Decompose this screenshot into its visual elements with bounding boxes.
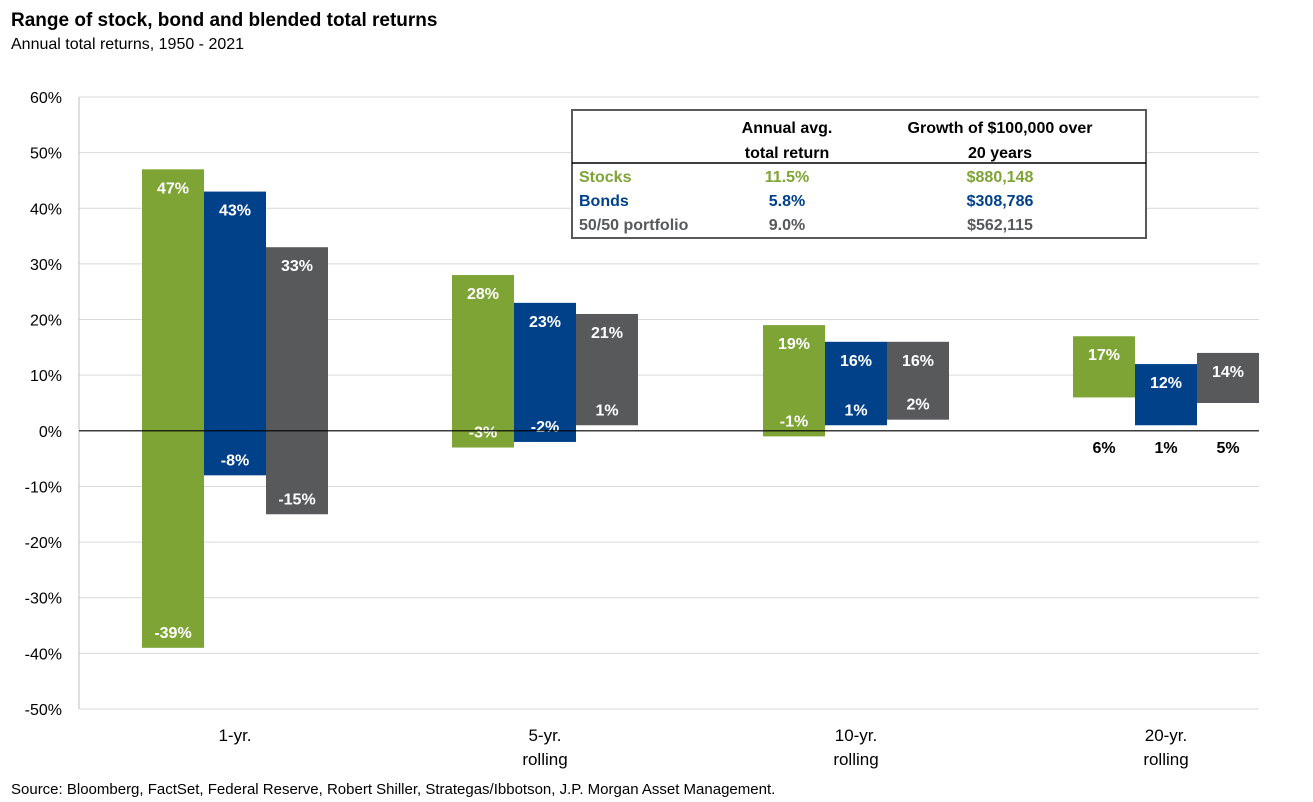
range-bar — [142, 169, 204, 648]
category-label: rolling — [1143, 750, 1188, 769]
bar-high-label: 17% — [1088, 347, 1120, 364]
bar-high-label: 21% — [591, 325, 623, 342]
table-cell-growth: $562,115 — [967, 217, 1033, 234]
y-tick-label: -30% — [25, 591, 62, 608]
range-bar — [1135, 364, 1197, 426]
category-label: 5-yr. — [528, 726, 561, 745]
summary-table-box — [571, 109, 1147, 239]
table-row-label: Bonds — [579, 193, 629, 210]
table-cell-growth: $880,148 — [967, 169, 1034, 186]
y-tick-label: 30% — [30, 257, 62, 274]
range-bar — [266, 247, 328, 515]
bar-high-label: 19% — [778, 336, 810, 353]
bar-low-label: 5% — [1216, 440, 1239, 457]
table-header: Growth of $100,000 over — [908, 120, 1093, 137]
range-bar — [514, 302, 576, 442]
range-bar — [887, 341, 949, 420]
range-bar — [452, 275, 514, 448]
category-label: 10-yr. — [835, 726, 878, 745]
range-bar — [763, 325, 825, 437]
category-label: rolling — [833, 750, 878, 769]
range-bar — [204, 191, 266, 476]
y-tick-label: -10% — [25, 479, 62, 496]
y-tick-label: 40% — [30, 201, 62, 218]
bar-low-label: 1% — [1154, 440, 1177, 457]
chart-subtitle: Annual total returns, 1950 - 2021 — [11, 36, 245, 53]
y-tick-label: -50% — [25, 702, 62, 719]
category-label: rolling — [522, 750, 567, 769]
bar-low-label: -3% — [469, 425, 497, 442]
bar-low-label: -2% — [531, 419, 559, 436]
bar-high-label: 14% — [1212, 364, 1244, 381]
bar-low-label: -39% — [154, 625, 191, 642]
table-row-label: 50/50 portfolio — [579, 217, 689, 234]
category-label: 1-yr. — [218, 726, 251, 745]
table-header: total return — [745, 145, 829, 162]
bar-high-label: 16% — [902, 353, 934, 370]
y-tick-label: 10% — [30, 368, 62, 385]
bar-high-label: 16% — [840, 353, 872, 370]
bar-low-label: -8% — [221, 452, 249, 469]
table-cell-avg: 11.5% — [765, 169, 809, 186]
y-tick-label: -20% — [25, 535, 62, 552]
source-note: Source: Bloomberg, FactSet, Federal Rese… — [11, 781, 776, 798]
bar-high-label: 33% — [281, 258, 313, 275]
table-cell-avg: 9.0% — [769, 217, 805, 234]
bar-high-label: 43% — [219, 203, 251, 220]
y-tick-label: 60% — [30, 90, 62, 107]
table-cell-growth: $308,786 — [967, 193, 1034, 210]
range-bar — [1197, 352, 1259, 403]
y-tick-label: 50% — [30, 146, 62, 163]
y-tick-label: 0% — [39, 424, 62, 441]
bar-high-label: 12% — [1150, 375, 1182, 392]
bar-high-label: 47% — [157, 180, 189, 197]
chart-title: Range of stock, bond and blended total r… — [11, 10, 438, 31]
table-cell-avg: 5.8% — [769, 193, 805, 210]
bar-low-label: -1% — [780, 413, 808, 430]
bar-low-label: -15% — [278, 491, 315, 508]
table-header: Annual avg. — [742, 120, 833, 137]
table-row-label: Stocks — [579, 169, 632, 186]
bar-low-label: 2% — [906, 397, 929, 414]
bar-high-label: 23% — [529, 314, 561, 331]
y-tick-label: 20% — [30, 313, 62, 330]
range-bar — [1073, 336, 1135, 398]
bar-low-label: 1% — [595, 402, 618, 419]
bar-low-label: 6% — [1092, 440, 1115, 457]
range-bar — [576, 313, 638, 426]
bar-high-label: 28% — [467, 286, 499, 303]
bar-low-label: 1% — [844, 402, 867, 419]
category-label: 20-yr. — [1145, 726, 1188, 745]
y-tick-label: -40% — [25, 646, 62, 663]
table-header: 20 years — [968, 145, 1032, 162]
range-bar — [825, 341, 887, 426]
